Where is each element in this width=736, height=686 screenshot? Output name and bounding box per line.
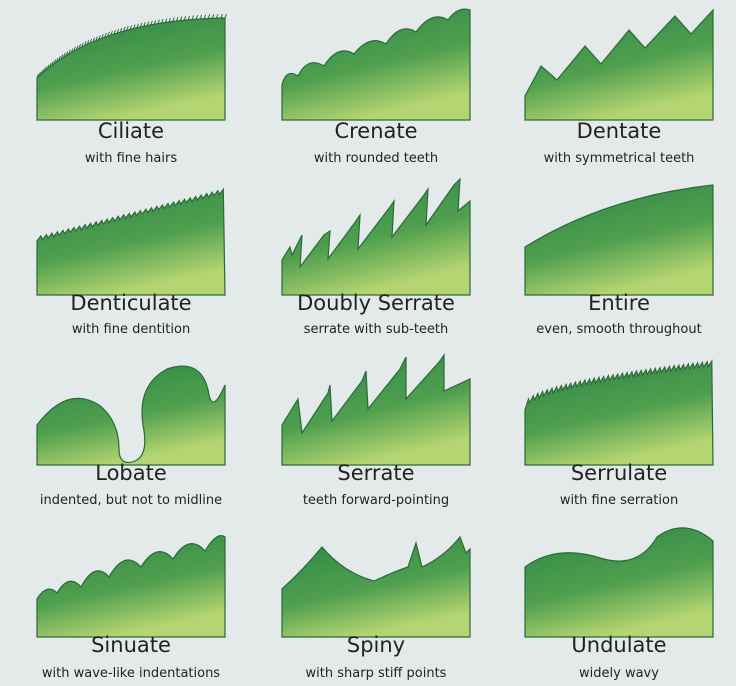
leaf-cell [281, 535, 471, 638]
margin-description: indented, but not to midline [40, 493, 222, 508]
leaf-hairs [36, 13, 227, 79]
leaf-shape [36, 365, 226, 466]
margin-description: with fine hairs [85, 151, 177, 166]
margin-description: with symmetrical teeth [544, 151, 695, 166]
leaf-cell [36, 365, 226, 466]
margin-name: Denticulate [70, 291, 191, 315]
leaf-shape [524, 527, 714, 638]
margin-name: Entire [588, 291, 650, 315]
leaf-cell [281, 353, 471, 466]
margin-name: Dentate [577, 119, 662, 143]
margin-name: Ciliate [98, 119, 164, 143]
leaf-cell [524, 527, 714, 638]
margin-name: Lobate [95, 461, 167, 485]
leaf-cell [36, 187, 226, 296]
leaf-cell [524, 184, 714, 296]
margin-description: with rounded teeth [314, 151, 438, 166]
leaf-shape [281, 353, 471, 466]
leaf-shape [36, 535, 226, 638]
margin-description: with fine serration [560, 493, 678, 508]
leaf-shape [36, 17, 226, 121]
leaf-shape [524, 359, 714, 466]
margin-name: Spiny [347, 633, 405, 657]
margin-name: Undulate [571, 633, 666, 657]
leaf-cell [524, 8, 714, 121]
margin-description: with wave-like indentations [42, 666, 220, 681]
leaf-cell [524, 359, 714, 466]
margin-name: Doubly Serrate [297, 291, 455, 315]
leaf-cell [36, 13, 227, 121]
leaf-shape [281, 8, 471, 121]
margin-description: with fine dentition [72, 322, 190, 337]
leaf-cell [281, 8, 471, 121]
margin-description: even, smooth throughout [536, 322, 701, 337]
leaf-shape [281, 535, 471, 638]
margin-description: serrate with sub-teeth [304, 322, 449, 337]
margin-description: with sharp stiff points [306, 666, 447, 681]
leaf-shape [524, 8, 714, 121]
leaf-shape [36, 187, 226, 296]
margin-name: Crenate [334, 119, 417, 143]
margin-description: widely wavy [579, 666, 659, 681]
margin-name: Serrulate [571, 461, 667, 485]
leaf-cell [281, 177, 471, 296]
margin-name: Sinuate [91, 633, 171, 657]
margin-name: Serrate [337, 461, 414, 485]
margin-description: teeth forward-pointing [303, 493, 449, 508]
leaf-cell [36, 535, 226, 638]
leaf-shape [281, 177, 471, 296]
leaf-shape [524, 184, 714, 296]
